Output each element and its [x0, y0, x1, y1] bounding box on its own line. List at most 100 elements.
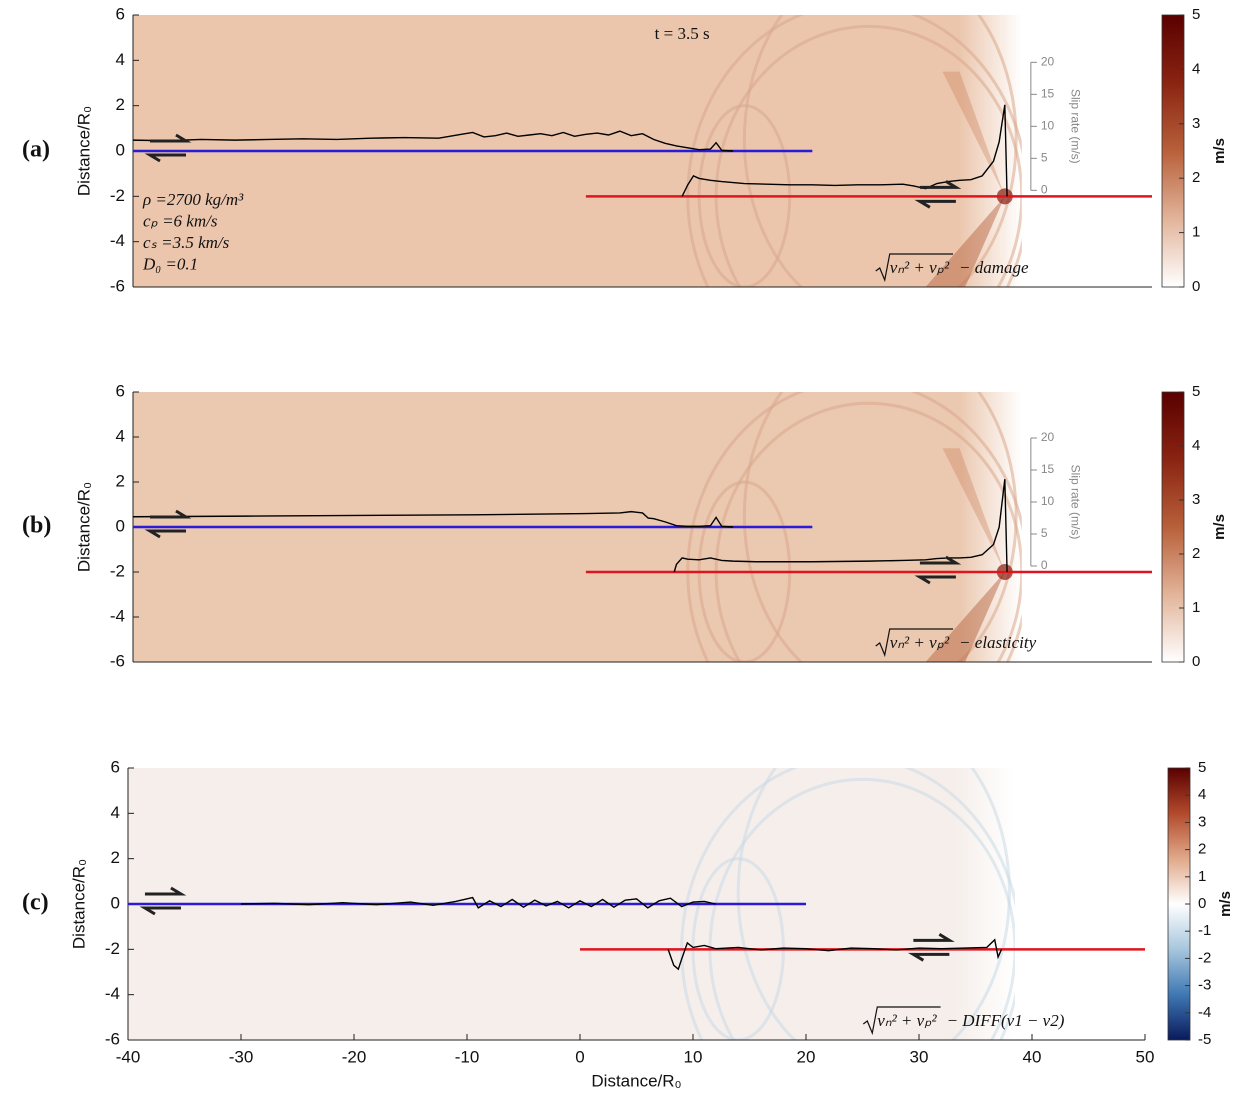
- y-tick-label: -6: [110, 651, 125, 670]
- x-tick-label: -10: [455, 1047, 480, 1066]
- y-tick-label: -2: [110, 561, 125, 580]
- y-tick-label: 4: [111, 803, 120, 822]
- wavefront: [742, 15, 1018, 287]
- formula-radicand: vₙ² + vₚ²: [877, 1011, 937, 1030]
- colorbar-tick-label: 2: [1192, 169, 1200, 186]
- colorbar-tick-label: -2: [1198, 949, 1211, 966]
- slip-rate-curve: [132, 130, 734, 152]
- y-tick-label: 2: [116, 95, 125, 114]
- colorbar-tick-label: 5: [1192, 383, 1200, 400]
- panel-label: (c): [22, 890, 49, 916]
- shock-cone: [925, 196, 1005, 287]
- slip-arrow: [149, 133, 192, 143]
- colorbar-tick-label: -4: [1198, 1004, 1211, 1021]
- wavefront: [736, 768, 1011, 1040]
- radical-sign: [875, 628, 954, 658]
- y-tick-label: 6: [111, 757, 120, 776]
- y-tick-label: 0: [116, 140, 125, 159]
- x-tick-label: 50: [1136, 1047, 1155, 1066]
- x-tick-label: -40: [116, 1047, 141, 1066]
- x-tick-label: -20: [342, 1047, 367, 1066]
- colorbar-tick-label: 4: [1192, 60, 1200, 77]
- slip-arrow: [144, 886, 187, 896]
- slip-arrow: [919, 180, 962, 189]
- y-tick-label: 0: [111, 893, 120, 912]
- y-tick-label: 4: [116, 50, 125, 69]
- radical-sign: [875, 253, 954, 283]
- colorbar-tick-label: 0: [1192, 653, 1200, 670]
- x-tick-label: 20: [797, 1047, 816, 1066]
- formula-radicand: vₙ² + vₚ²: [890, 633, 950, 652]
- slip-axis-tick-label: 0: [1041, 183, 1048, 197]
- slip-rate-curve: [667, 938, 1003, 971]
- y-tick-label: 6: [116, 381, 125, 400]
- parameter-label: cₚ =6 km/s: [143, 211, 218, 230]
- colorbar-tick-label: 4: [1192, 437, 1200, 454]
- y-tick-label: -4: [110, 231, 125, 250]
- colorbar-tick-label: 3: [1192, 491, 1200, 508]
- shock-cone: [925, 572, 1005, 662]
- formula-suffix: − elasticity: [959, 633, 1037, 652]
- y-tick-label: 2: [116, 471, 125, 490]
- slip-axis-tick-label: 15: [1041, 462, 1055, 476]
- slip-rate-curve: [132, 510, 734, 528]
- colorbar: [1161, 391, 1185, 663]
- time-label: t = 3.5 s: [655, 24, 710, 43]
- slip-rate-curve: [240, 896, 716, 909]
- y-tick-label: -4: [110, 606, 125, 625]
- y-tick-label: -6: [110, 276, 125, 295]
- slip-axis-tick-label: 20: [1041, 55, 1055, 69]
- colorbar-tick-label: 5: [1198, 759, 1206, 776]
- colorbar-tick-label: 1: [1192, 224, 1200, 241]
- panel-label: (a): [22, 137, 50, 163]
- slip-axis-tick-label: 10: [1041, 494, 1055, 508]
- x-tick-label: -30: [229, 1047, 254, 1066]
- slip-axis-tick-label: 0: [1041, 558, 1048, 572]
- y-tick-label: -4: [105, 984, 120, 1003]
- slip-arrow: [914, 575, 956, 585]
- slip-axis-tick-label: 5: [1041, 151, 1048, 165]
- colorbar-label: m/s: [1211, 514, 1228, 540]
- y-axis-label: Distance/R₀: [74, 482, 93, 572]
- slip-arrow: [914, 199, 956, 209]
- y-axis-label: Distance/R₀: [74, 106, 93, 196]
- colorbar-tick-label: 0: [1192, 278, 1200, 295]
- x-axis-label: Distance/R₀: [591, 1071, 681, 1090]
- formula-radicand: vₙ² + vₚ²: [890, 258, 950, 277]
- y-tick-label: -2: [110, 186, 125, 205]
- colorbar-tick-label: 1: [1192, 599, 1200, 616]
- colorbar-tick-label: 3: [1198, 813, 1206, 830]
- radical-sign: [862, 1006, 941, 1036]
- slip-axis-tick-label: 20: [1041, 430, 1055, 444]
- x-tick-label: 0: [575, 1047, 584, 1066]
- y-tick-label: 2: [111, 848, 120, 867]
- slip-axis-tick-label: 10: [1041, 119, 1055, 133]
- slip-axis-tick-label: 15: [1041, 87, 1055, 101]
- slip-axis-label: Slip rate (m/s): [1069, 89, 1083, 164]
- slip-arrow: [144, 153, 186, 163]
- slip-axis-tick-label: 5: [1041, 526, 1048, 540]
- slip-rate-curve: [673, 479, 1008, 573]
- shock-cone: [942, 448, 1005, 572]
- colorbar-label: m/s: [1211, 138, 1228, 164]
- y-tick-label: 6: [116, 4, 125, 23]
- y-tick-label: -6: [105, 1029, 120, 1048]
- y-tick-label: 0: [116, 516, 125, 535]
- colorbar-tick-label: 2: [1192, 545, 1200, 562]
- x-tick-label: 30: [910, 1047, 929, 1066]
- colorbar-tick-label: 3: [1192, 115, 1200, 132]
- y-tick-label: 4: [116, 426, 125, 445]
- slip-rate-curve: [681, 104, 1008, 197]
- formula-suffix: − damage: [959, 258, 1029, 277]
- slip-axis-label: Slip rate (m/s): [1069, 465, 1083, 540]
- panel-label: (b): [22, 513, 51, 539]
- y-axis-label: Distance/R₀: [69, 859, 88, 949]
- formula-suffix: − DIFF(v1 − v2): [947, 1011, 1065, 1030]
- x-tick-label: 10: [684, 1047, 703, 1066]
- shock-cone: [942, 71, 1005, 197]
- colorbar-tick-label: -5: [1198, 1031, 1211, 1048]
- slip-arrow: [907, 952, 950, 962]
- slip-arrow: [144, 529, 186, 539]
- parameter-label: cₛ =3.5 km/s: [143, 233, 230, 252]
- colorbar-tick-label: -3: [1198, 977, 1211, 994]
